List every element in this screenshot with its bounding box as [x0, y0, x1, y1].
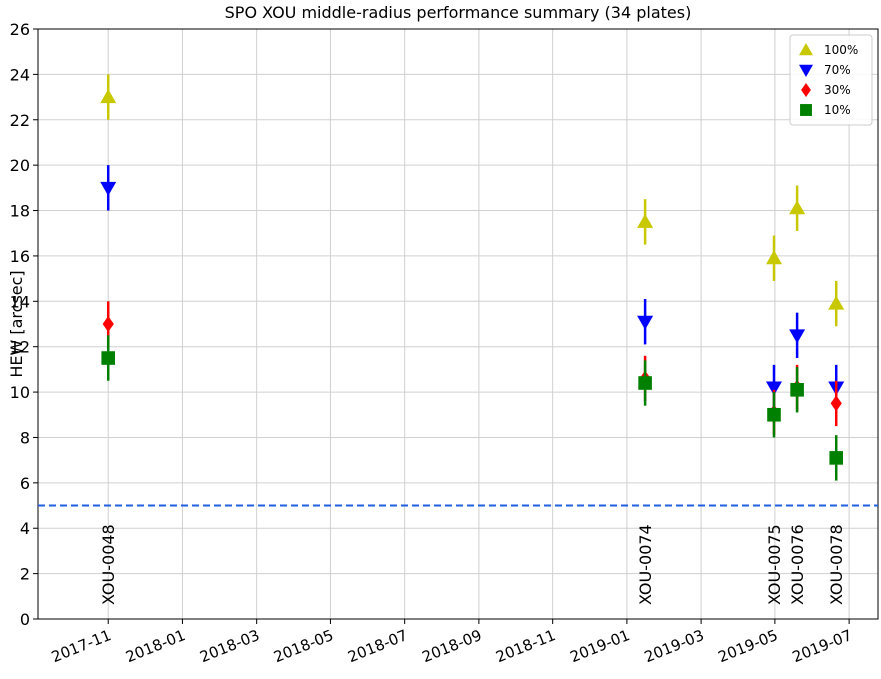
marker	[766, 250, 782, 265]
marker	[101, 351, 116, 365]
legend-marker	[800, 104, 812, 116]
marker	[828, 295, 845, 310]
x-tick-label: 2019-07	[790, 626, 855, 666]
legend-label: 100%	[824, 43, 858, 57]
x-tick-label: 2018-09	[420, 626, 485, 666]
marker	[638, 376, 652, 390]
x-tick-label: 2019-01	[568, 626, 633, 666]
marker	[100, 181, 117, 196]
x-tick-label: 2018-05	[271, 626, 336, 666]
annotation: XOU-0078	[827, 524, 846, 605]
y-tick-label: 26	[10, 20, 30, 39]
y-tick-label: 2	[20, 565, 30, 584]
x-tick-label: 2017-11	[49, 626, 114, 666]
marker	[790, 383, 804, 397]
x-tick-label: 2019-03	[642, 626, 707, 666]
marker	[766, 381, 782, 396]
legend-marker	[799, 43, 813, 56]
y-tick-label: 12	[10, 338, 30, 357]
y-tick-label: 14	[10, 292, 30, 311]
plot-frame	[37, 28, 879, 620]
x-tick-label: 2018-11	[493, 626, 558, 666]
y-tick-label: 8	[20, 428, 30, 447]
legend-label: 30%	[824, 83, 851, 97]
marker	[830, 395, 842, 412]
marker	[100, 89, 117, 104]
legend-marker	[801, 83, 811, 97]
x-tick-label: 2018-07	[345, 626, 410, 666]
x-tick-label: 2018-01	[123, 626, 188, 666]
y-tick-label: 16	[10, 247, 30, 266]
legend-marker	[799, 64, 813, 77]
legend-label: 70%	[824, 63, 851, 77]
marker	[829, 451, 844, 465]
marker	[789, 329, 806, 344]
y-tick-label: 20	[10, 156, 30, 175]
annotation: XOU-0076	[788, 524, 807, 605]
legend-box	[789, 34, 873, 126]
marker	[767, 407, 781, 422]
marker	[637, 213, 654, 228]
y-axis-label: HEW [arcsec]	[7, 270, 26, 377]
annotation: XOU-0048	[99, 524, 118, 605]
marker	[789, 200, 806, 215]
y-tick-label: 24	[10, 65, 30, 84]
y-tick-label: 6	[20, 474, 30, 493]
y-tick-label: 22	[10, 111, 30, 130]
y-tick-label: 18	[10, 202, 30, 221]
marker	[637, 315, 654, 330]
y-tick-label: 0	[20, 610, 30, 629]
x-tick-label: 2019-05	[716, 626, 781, 666]
x-tick-label: 2018-03	[197, 626, 262, 666]
chart-title: SPO XOU middle-radius performance summar…	[225, 3, 692, 22]
legend-label: 10%	[824, 103, 851, 117]
annotation: XOU-0074	[636, 524, 655, 605]
y-tick-label: 10	[10, 383, 30, 402]
annotation: XOU-0075	[765, 524, 784, 605]
marker	[102, 316, 114, 332]
y-tick-label: 4	[20, 519, 30, 538]
